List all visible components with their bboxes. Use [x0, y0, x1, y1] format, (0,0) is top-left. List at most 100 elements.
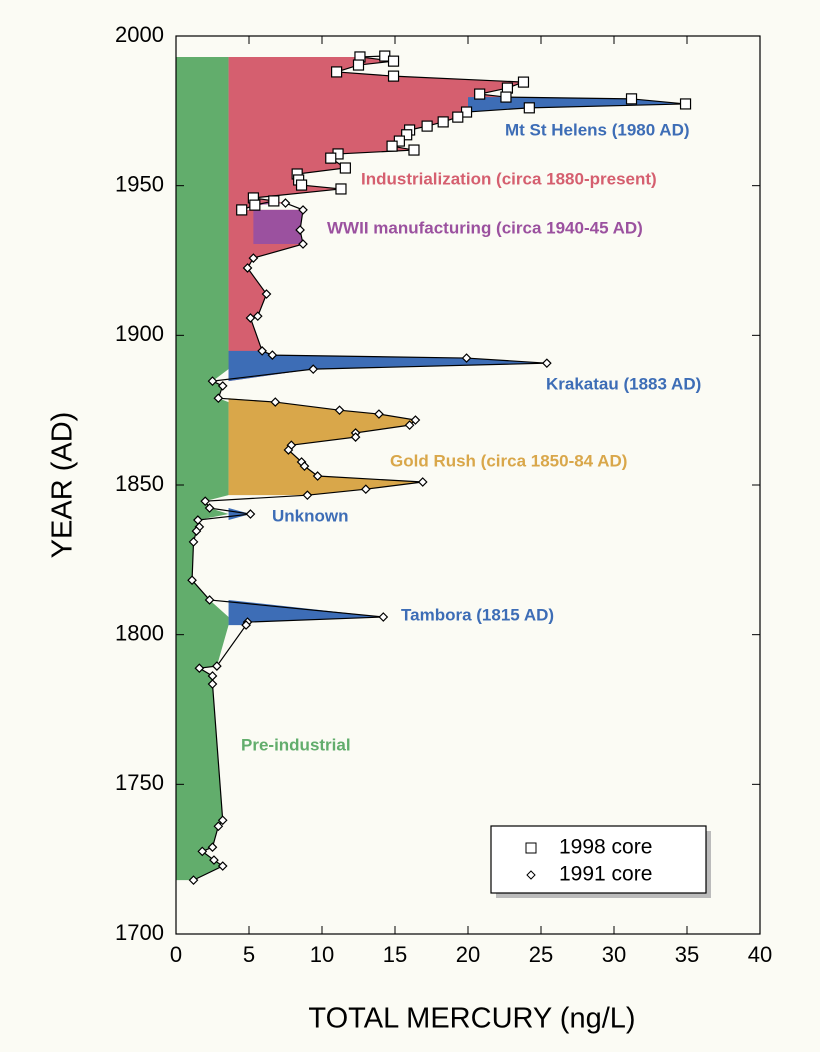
legend-label: 1991 core — [559, 863, 652, 886]
marker — [270, 397, 281, 407]
y-tick-label: 1750 — [115, 770, 164, 795]
x-tick-label: 5 — [243, 942, 255, 967]
region — [253, 203, 304, 245]
marker — [474, 88, 486, 100]
marker — [217, 381, 228, 391]
marker — [207, 679, 218, 689]
marker — [331, 66, 343, 78]
marker — [302, 490, 313, 501]
marker — [299, 461, 310, 471]
marker — [213, 393, 224, 404]
marker — [417, 477, 428, 487]
marker — [204, 595, 215, 605]
marker — [523, 102, 535, 114]
marker — [334, 405, 345, 416]
x-tick-label: 0 — [170, 942, 182, 967]
marker — [386, 140, 398, 152]
legend — [490, 825, 707, 894]
marker — [283, 445, 294, 455]
marker — [401, 129, 413, 141]
marker — [298, 205, 308, 215]
marker — [541, 358, 552, 369]
legend-marker — [526, 870, 536, 880]
region-label: Industrialization (circa 1880-present) — [361, 169, 657, 188]
x-tick-label: 30 — [602, 942, 626, 967]
marker — [217, 861, 228, 871]
marker — [194, 663, 205, 674]
marker — [197, 846, 208, 857]
region-label: Unknown — [272, 506, 349, 525]
marker — [295, 225, 305, 235]
marker — [204, 503, 215, 513]
legend-label: 1998 core — [559, 836, 652, 859]
marker — [187, 575, 197, 586]
x-tick-label: 35 — [675, 942, 699, 967]
marker — [404, 420, 415, 430]
x-tick-label: 10 — [310, 942, 334, 967]
marker — [295, 179, 308, 191]
marker — [378, 612, 389, 622]
marker — [421, 120, 433, 132]
marker — [335, 183, 347, 195]
marker — [360, 484, 371, 495]
x-tick-label: 20 — [456, 942, 480, 967]
x-tick-label: 25 — [529, 942, 553, 967]
marker — [517, 76, 530, 88]
marker — [188, 875, 199, 885]
x-tick-label: 15 — [383, 942, 407, 967]
region — [176, 56, 229, 881]
y-tick-label: 1900 — [115, 321, 164, 346]
marker — [268, 195, 280, 207]
marker — [679, 98, 692, 110]
region-label: Krakatau (1883 AD) — [546, 374, 701, 393]
marker — [280, 198, 291, 208]
marker — [352, 59, 365, 71]
marker — [625, 93, 638, 105]
y-tick-label: 1800 — [115, 620, 164, 645]
marker — [245, 313, 256, 323]
region — [228, 56, 686, 384]
marker — [308, 364, 319, 375]
marker — [245, 509, 256, 519]
marker — [461, 353, 472, 363]
region-label: Tambora (1815 AD) — [401, 605, 554, 624]
marker — [257, 346, 267, 356]
marker — [207, 376, 218, 386]
marker — [410, 415, 421, 425]
marker — [437, 116, 449, 128]
marker — [200, 496, 211, 507]
marker — [248, 253, 259, 263]
marker — [339, 162, 351, 174]
marker — [350, 432, 361, 442]
region — [228, 398, 423, 496]
marker — [236, 204, 248, 216]
legend-marker — [525, 842, 537, 854]
marker — [267, 350, 278, 360]
region-label: Gold Rush (circa 1850-84 AD) — [390, 451, 627, 470]
marker — [191, 526, 202, 536]
marker — [325, 152, 337, 164]
region — [228, 599, 384, 626]
marker — [452, 111, 464, 123]
marker — [241, 620, 251, 630]
marker — [249, 199, 261, 211]
y-axis-label: YEAR (AD) — [47, 412, 79, 559]
marker — [209, 855, 219, 865]
marker — [408, 144, 420, 156]
marker — [217, 815, 228, 826]
marker — [374, 409, 384, 419]
region-label: Mt St Helens (1980 AD) — [505, 120, 690, 139]
y-tick-label: 1950 — [115, 171, 164, 196]
marker — [298, 239, 308, 249]
x-axis-label: TOTAL MERCURY (ng/L) — [308, 1003, 635, 1035]
x-tick-label: 40 — [748, 942, 772, 967]
marker — [242, 263, 253, 273]
y-tick-label: 1700 — [115, 920, 164, 945]
marker — [387, 55, 400, 67]
y-tick-label: 1850 — [115, 471, 164, 496]
marker — [312, 471, 323, 481]
marker — [500, 91, 512, 103]
marker — [188, 537, 199, 547]
marker — [213, 821, 224, 832]
